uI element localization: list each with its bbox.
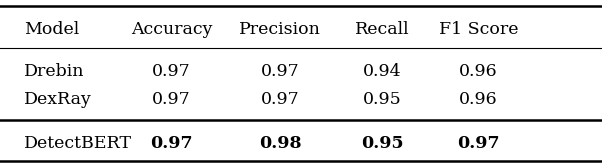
Text: 0.97: 0.97 [458, 134, 500, 152]
Text: Model: Model [24, 21, 79, 39]
Text: F1 Score: F1 Score [439, 21, 518, 39]
Text: 0.97: 0.97 [261, 63, 299, 81]
Text: 0.97: 0.97 [152, 63, 191, 81]
Text: DetectBERT: DetectBERT [24, 134, 132, 152]
Text: Drebin: Drebin [24, 63, 84, 81]
Text: 0.98: 0.98 [259, 134, 301, 152]
Text: Accuracy: Accuracy [131, 21, 213, 39]
Text: 0.95: 0.95 [361, 134, 403, 152]
Text: 0.97: 0.97 [150, 134, 193, 152]
Text: Precision: Precision [239, 21, 321, 39]
Text: DexRay: DexRay [24, 92, 92, 109]
Text: Recall: Recall [355, 21, 409, 39]
Text: 0.97: 0.97 [261, 92, 299, 109]
Text: 0.95: 0.95 [363, 92, 402, 109]
Text: 0.97: 0.97 [152, 92, 191, 109]
Text: 0.96: 0.96 [459, 92, 498, 109]
Text: 0.96: 0.96 [459, 63, 498, 81]
Text: 0.94: 0.94 [363, 63, 402, 81]
